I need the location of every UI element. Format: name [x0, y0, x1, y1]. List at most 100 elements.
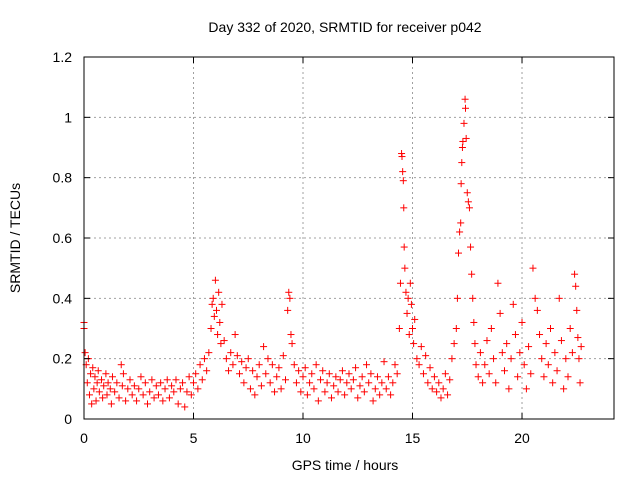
data-point — [257, 382, 265, 390]
data-point — [396, 279, 404, 287]
data-point — [115, 394, 123, 402]
data-point — [288, 340, 296, 348]
data-point — [306, 379, 314, 387]
data-point — [124, 385, 132, 393]
data-points — [80, 95, 585, 411]
data-point — [411, 315, 419, 323]
data-point — [400, 204, 408, 212]
data-point — [540, 373, 548, 381]
data-point — [102, 370, 110, 378]
data-point — [465, 204, 473, 212]
data-point — [262, 370, 270, 378]
data-point — [176, 385, 184, 393]
data-point — [141, 379, 149, 387]
data-point — [122, 397, 130, 405]
data-point — [525, 343, 533, 351]
data-point — [341, 391, 349, 399]
data-point — [103, 391, 111, 399]
data-point — [292, 379, 300, 387]
data-point — [371, 385, 379, 393]
data-point — [295, 367, 303, 375]
data-point — [354, 394, 362, 402]
data-point — [369, 397, 377, 405]
data-point — [113, 379, 121, 387]
data-point — [325, 370, 333, 378]
data-point — [240, 379, 248, 387]
data-point — [380, 358, 388, 366]
data-point — [146, 388, 154, 396]
data-point — [218, 300, 226, 308]
data-point — [260, 343, 268, 351]
data-point — [448, 355, 456, 363]
data-point — [137, 373, 145, 381]
data-point — [233, 352, 241, 360]
data-point — [235, 370, 243, 378]
data-point — [285, 288, 293, 296]
data-point — [399, 177, 407, 185]
data-point — [479, 379, 487, 387]
data-point — [118, 382, 126, 390]
data-point — [527, 370, 535, 378]
data-point — [321, 388, 329, 396]
data-point — [111, 388, 119, 396]
data-point — [460, 119, 468, 127]
data-point — [360, 388, 368, 396]
data-point — [246, 385, 254, 393]
data-point — [290, 361, 298, 369]
data-point — [174, 400, 182, 408]
data-point — [417, 343, 425, 351]
data-point — [255, 361, 263, 369]
data-point — [87, 370, 95, 378]
data-point — [446, 376, 454, 384]
data-point — [287, 331, 295, 339]
data-point — [490, 355, 498, 363]
data-point — [238, 358, 246, 366]
data-point — [555, 294, 563, 302]
data-point — [574, 334, 582, 342]
data-point — [531, 294, 539, 302]
data-point — [279, 352, 287, 360]
data-point — [483, 337, 491, 345]
data-point — [264, 355, 272, 363]
x-tick-label: 0 — [80, 430, 88, 446]
data-point — [463, 189, 471, 197]
data-point — [441, 370, 449, 378]
data-point — [172, 376, 180, 384]
data-point — [509, 300, 517, 308]
data-point — [409, 325, 417, 332]
y-tick-label: 1.2 — [53, 49, 73, 65]
data-point — [242, 364, 250, 372]
data-point — [213, 306, 220, 314]
data-point — [542, 340, 550, 348]
data-point — [553, 367, 561, 375]
data-point — [514, 373, 522, 381]
data-point — [485, 370, 493, 378]
data-point — [538, 355, 546, 363]
data-point — [410, 340, 418, 348]
data-point — [566, 325, 574, 332]
data-point — [94, 367, 102, 375]
data-point — [229, 361, 237, 369]
data-point — [400, 243, 408, 251]
y-tick-label: 0.2 — [53, 351, 73, 367]
data-point — [404, 294, 412, 302]
data-point — [573, 306, 581, 314]
data-point — [231, 331, 239, 339]
data-point — [207, 325, 215, 332]
data-point — [450, 340, 458, 348]
data-point — [402, 288, 410, 296]
data-point — [99, 394, 107, 402]
data-point — [419, 370, 427, 378]
data-point — [452, 325, 460, 332]
x-axis-ticks: 0 5 10 15 20 — [80, 57, 530, 446]
data-point — [271, 388, 279, 396]
data-point — [91, 373, 99, 381]
data-point — [308, 370, 316, 378]
data-point — [395, 325, 403, 332]
data-point — [225, 367, 233, 375]
data-point — [217, 340, 225, 348]
data-point — [356, 382, 364, 390]
data-point — [472, 361, 480, 369]
data-point — [273, 373, 281, 381]
data-point — [376, 391, 384, 399]
